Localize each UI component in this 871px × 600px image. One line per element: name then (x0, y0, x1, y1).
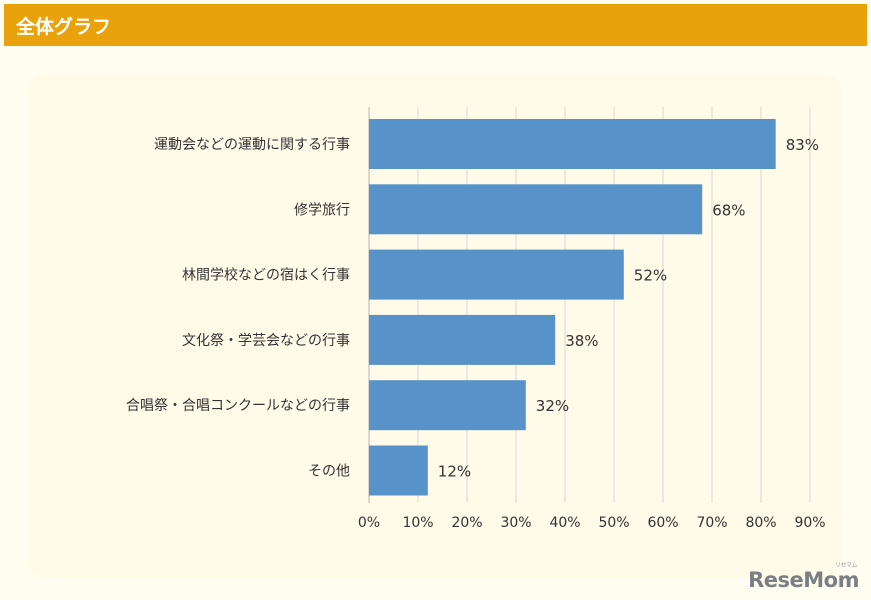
x-tick-label: 30% (500, 515, 531, 531)
category-label: 修学旅行 (294, 202, 350, 218)
bar (369, 184, 703, 235)
x-tick-label: 60% (647, 515, 678, 531)
x-tick-label: 40% (549, 515, 580, 531)
header-bar: 全体グラフ (4, 4, 867, 46)
data-label: 38% (565, 332, 598, 350)
bar (369, 119, 776, 169)
x-tick-label: 20% (451, 515, 482, 531)
bar (369, 314, 556, 365)
data-label: 68% (712, 201, 745, 219)
data-label: 83% (786, 136, 819, 154)
x-tick-label: 80% (745, 515, 776, 531)
bar (369, 380, 526, 431)
bar (369, 445, 428, 496)
category-label: 文化祭・学芸会などの行事 (182, 333, 350, 349)
category-label: 林間学校などの宿はく行事 (182, 267, 350, 284)
x-tick-label: 90% (794, 515, 825, 531)
x-tick-label: 70% (696, 515, 727, 531)
data-label: 52% (634, 267, 667, 285)
bar (369, 249, 624, 300)
x-tick-label: 0% (358, 515, 380, 531)
data-label: 32% (536, 397, 569, 415)
x-tick-label: 10% (402, 515, 433, 531)
category-label: 合唱祭・合唱コンクールなどの行事 (126, 398, 350, 414)
data-label: 12% (438, 463, 471, 481)
category-label: その他 (308, 464, 350, 480)
resemom-logo: ReseMom リセマム (748, 562, 859, 592)
x-tick-label: 50% (598, 515, 629, 531)
logo-text: ReseMom (748, 568, 859, 592)
category-label: 運動会などの運動に関する行事 (154, 137, 350, 153)
page-title: 全体グラフ (16, 16, 112, 38)
logo-subtext: リセマム (834, 562, 858, 569)
